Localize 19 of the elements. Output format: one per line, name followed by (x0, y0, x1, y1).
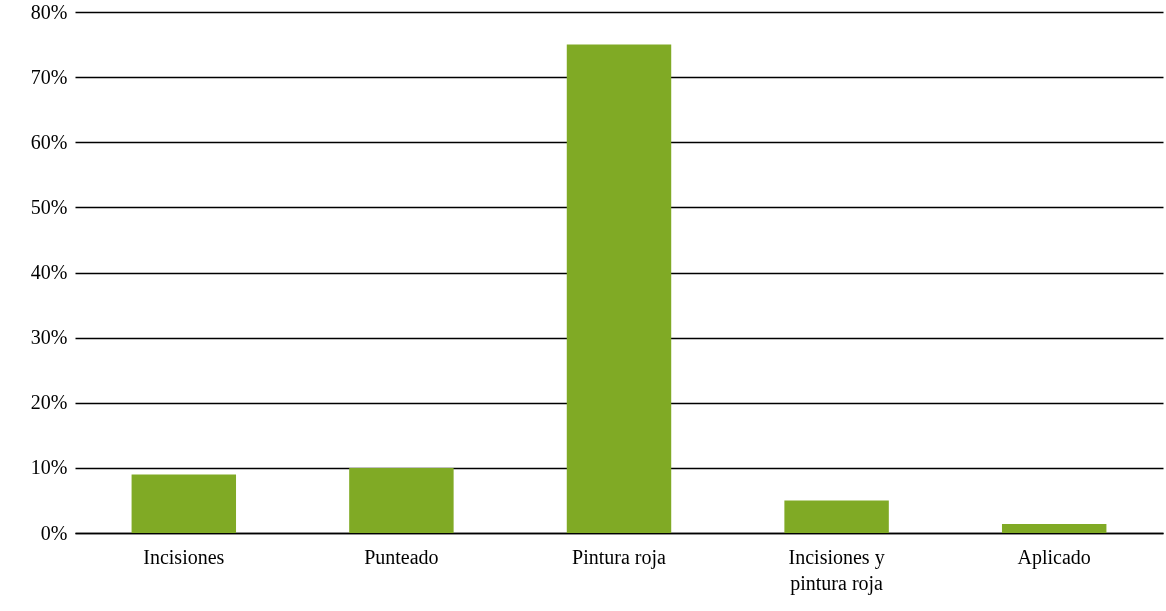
bar (131, 474, 237, 533)
y-tick-label: 70% (30, 65, 68, 88)
x-tick-label: Punteado (364, 545, 439, 568)
x-tick-label: Incisiones (143, 545, 225, 568)
bar (1001, 523, 1107, 533)
y-tick-label: 20% (30, 391, 68, 414)
bar (349, 467, 454, 533)
y-tick-label: 80% (30, 0, 68, 23)
y-tick-label: 10% (30, 456, 68, 479)
x-tick-label: Incisiones y pintura roja (788, 545, 885, 595)
y-tick-label: 60% (30, 130, 68, 153)
y-tick-label: 0% (40, 521, 68, 544)
bar (566, 44, 672, 533)
bar (784, 500, 889, 533)
x-tick-label: Pintura roja (572, 545, 667, 569)
y-tick-label: 40% (30, 261, 68, 283)
y-tick-label: 50% (30, 195, 68, 218)
x-tick-label: Aplicado (1017, 545, 1091, 569)
y-tick-label: 30% (30, 326, 68, 349)
